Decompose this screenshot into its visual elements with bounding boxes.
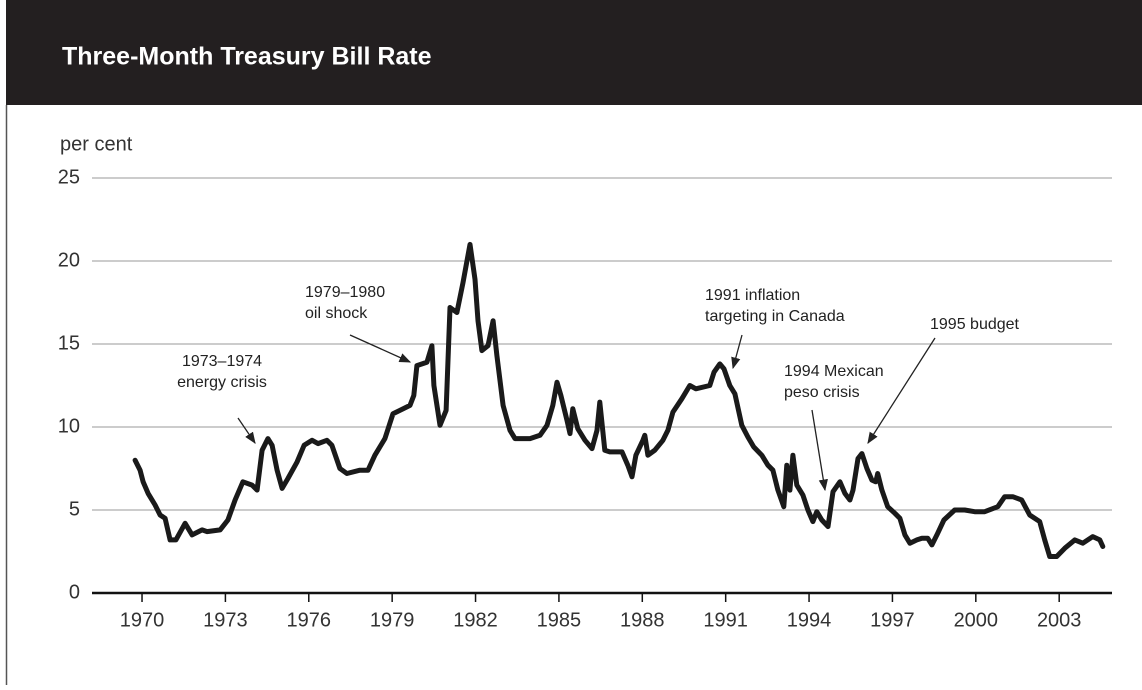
x-tick-label: 2003 <box>1037 609 1082 631</box>
x-tick-label: 1976 <box>287 609 332 631</box>
arrow <box>731 334 743 370</box>
annotation: 1973–1974 <box>182 353 262 370</box>
annotations: 1973–1974 energy crisis 1979–1980 oil shock… <box>177 284 1020 492</box>
x-tick-label: 1970 <box>120 609 165 631</box>
x-tick-label: 1988 <box>620 609 665 631</box>
grid <box>92 177 1112 511</box>
x-tick-label: 1991 <box>703 609 748 631</box>
y-tick-label: 25 <box>58 166 80 188</box>
arrow <box>237 417 256 444</box>
arrow <box>811 409 828 492</box>
x-tick-label: 1994 <box>787 609 832 631</box>
x-tick-label: 1973 <box>203 609 248 631</box>
annotation: energy crisis <box>177 374 267 391</box>
header-bar <box>6 0 1142 105</box>
y-tick-label: 10 <box>58 415 80 437</box>
annotation: 1994 Mexican <box>784 363 884 380</box>
annotation: targeting in Canada <box>705 308 845 325</box>
y-tick-label: 0 <box>69 581 80 603</box>
chart-title: Three-Month Treasury Bill Rate <box>62 43 432 71</box>
annotation: oil shock <box>305 305 368 322</box>
x-tick-label: 1979 <box>370 609 415 631</box>
arrow <box>867 337 936 444</box>
y-tick-label: 15 <box>58 332 80 354</box>
annotation: peso crisis <box>784 384 860 401</box>
x-tick-label: 1997 <box>870 609 915 631</box>
x-tick-label: 1982 <box>453 609 498 631</box>
x-tick-label: 1985 <box>537 609 582 631</box>
y-tick-label: 20 <box>58 249 80 271</box>
rate-line <box>132 241 1106 559</box>
y-tick-label: 5 <box>69 498 80 520</box>
annotation: 1995 budget <box>930 316 1020 333</box>
arrow <box>349 334 412 363</box>
y-axis-label: per cent <box>60 133 133 155</box>
annotation: 1979–1980 <box>305 284 385 301</box>
x-tick-label: 2000 <box>954 609 999 631</box>
annotation: 1991 inflation <box>705 287 800 304</box>
